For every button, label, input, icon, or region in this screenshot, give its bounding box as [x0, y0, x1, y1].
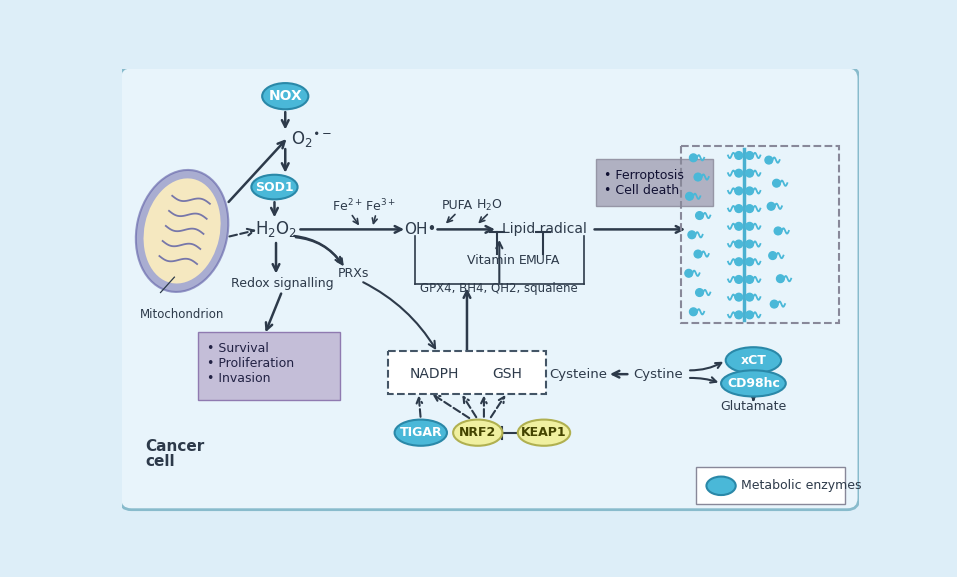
Ellipse shape: [136, 170, 229, 292]
Circle shape: [765, 156, 772, 164]
Text: NADPH: NADPH: [410, 367, 458, 381]
Text: PUFA: PUFA: [441, 199, 473, 212]
Text: Vitamin E: Vitamin E: [467, 254, 527, 267]
Circle shape: [746, 311, 753, 319]
Circle shape: [735, 223, 743, 230]
Text: Metabolic enzymes: Metabolic enzymes: [741, 479, 861, 492]
Text: Lipid radical: Lipid radical: [501, 222, 587, 237]
Circle shape: [735, 258, 743, 265]
Text: Cancer: Cancer: [145, 439, 205, 454]
Ellipse shape: [725, 347, 781, 373]
Circle shape: [746, 240, 753, 248]
Circle shape: [689, 154, 698, 162]
Circle shape: [746, 258, 753, 265]
Ellipse shape: [706, 477, 736, 495]
Circle shape: [688, 231, 696, 239]
Text: • Invasion: • Invasion: [208, 372, 271, 384]
Circle shape: [685, 269, 693, 277]
Circle shape: [735, 240, 743, 248]
Text: TIGAR: TIGAR: [399, 426, 442, 439]
Text: • Ferroptosis: • Ferroptosis: [604, 169, 684, 182]
Circle shape: [735, 311, 743, 319]
Text: Fe$^{2+}$: Fe$^{2+}$: [331, 198, 362, 215]
Text: Redox signalling: Redox signalling: [231, 277, 333, 290]
Text: • Survival: • Survival: [208, 342, 269, 355]
Ellipse shape: [721, 370, 786, 396]
Circle shape: [735, 293, 743, 301]
Circle shape: [746, 205, 753, 212]
Text: xCT: xCT: [741, 354, 767, 367]
Text: cell: cell: [145, 455, 175, 470]
Circle shape: [746, 169, 753, 177]
Ellipse shape: [144, 178, 221, 283]
Text: Mitochondrion: Mitochondrion: [140, 308, 224, 321]
Text: NOX: NOX: [268, 89, 302, 103]
Text: H$_2$O$_2$: H$_2$O$_2$: [255, 219, 297, 239]
Text: MUFA: MUFA: [526, 254, 561, 267]
Text: • Cell death: • Cell death: [604, 185, 679, 197]
Text: NRF2: NRF2: [459, 426, 497, 439]
FancyBboxPatch shape: [198, 332, 340, 399]
Circle shape: [696, 212, 703, 219]
Circle shape: [768, 203, 775, 210]
Text: O$_2$$^{\bullet-}$: O$_2$$^{\bullet-}$: [292, 129, 333, 148]
Text: KEAP1: KEAP1: [522, 426, 567, 439]
Circle shape: [689, 308, 698, 316]
FancyBboxPatch shape: [596, 159, 713, 207]
Ellipse shape: [394, 419, 447, 446]
Circle shape: [772, 179, 780, 187]
Text: Cysteine: Cysteine: [549, 368, 607, 381]
Circle shape: [735, 187, 743, 195]
FancyBboxPatch shape: [120, 67, 859, 509]
Circle shape: [696, 288, 703, 297]
Circle shape: [746, 223, 753, 230]
Text: CD98hc: CD98hc: [727, 377, 780, 390]
Ellipse shape: [518, 419, 570, 446]
Text: • Proliferation: • Proliferation: [208, 357, 295, 370]
Circle shape: [768, 252, 776, 260]
Ellipse shape: [262, 83, 308, 109]
Circle shape: [735, 152, 743, 159]
Circle shape: [746, 187, 753, 195]
Circle shape: [770, 300, 778, 308]
Text: Glutamate: Glutamate: [721, 400, 787, 413]
Circle shape: [746, 276, 753, 283]
Circle shape: [774, 227, 782, 235]
FancyBboxPatch shape: [696, 467, 845, 504]
Circle shape: [776, 275, 784, 283]
Ellipse shape: [453, 419, 502, 446]
Text: OH•: OH•: [405, 222, 437, 237]
Text: Fe$^{3+}$: Fe$^{3+}$: [365, 198, 395, 215]
Circle shape: [685, 193, 694, 200]
Text: PRXs: PRXs: [337, 267, 368, 280]
Circle shape: [694, 173, 701, 181]
Circle shape: [735, 169, 743, 177]
FancyBboxPatch shape: [389, 351, 545, 394]
Circle shape: [746, 152, 753, 159]
Circle shape: [735, 205, 743, 212]
Circle shape: [746, 293, 753, 301]
Text: GSH: GSH: [492, 367, 522, 381]
Circle shape: [735, 276, 743, 283]
Text: GPX4, BH4, QH2, squalene: GPX4, BH4, QH2, squalene: [420, 282, 578, 295]
Circle shape: [694, 250, 701, 258]
Text: Cystine: Cystine: [634, 368, 682, 381]
Ellipse shape: [252, 175, 298, 200]
Text: SOD1: SOD1: [256, 181, 294, 193]
Text: H$_2$O: H$_2$O: [476, 198, 502, 213]
